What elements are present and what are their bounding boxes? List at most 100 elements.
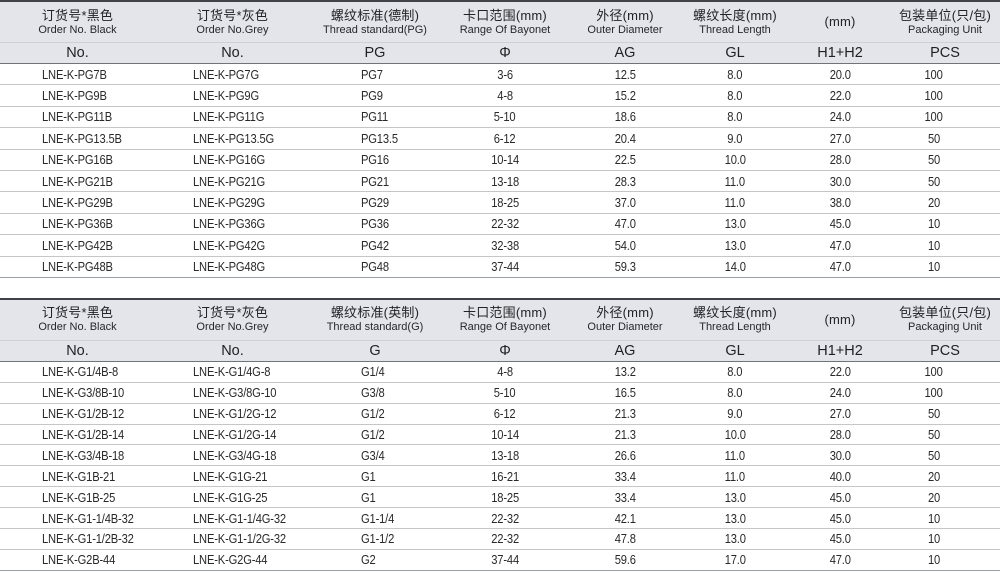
cell-value: 18-25 [491,489,519,505]
cell-value: 22-32 [491,510,519,526]
header-label-row: 订货号*黑色 Order No. Black 订货号*灰色 Order No.Grey… [0,0,1000,43]
cell: 10-14 [440,149,570,171]
cell: 10 [890,549,1000,571]
header-label-en: Order No.Grey [196,321,269,334]
cell-value: 13.0 [724,216,746,232]
cell-value: 33.4 [614,489,636,505]
cell: 5-10 [440,382,570,404]
column-header-1: 订货号*黑色 Order No. Black [0,297,155,341]
cell: LNE-K-G1/2G-12 [155,403,310,425]
cell: 11.0 [680,444,790,467]
cell: 50 [890,127,1000,150]
cell-value: LNE-K-PG9G [193,88,260,104]
cell-value: 10 [927,552,941,568]
cell-value: 45.0 [829,531,851,547]
table-row: LNE-K-PG42B LNE-K-PG42G PG42 32-38 54.0 13.0 4… [0,234,1000,257]
table-row: LNE-K-G1/4B-8 LNE-K-G1/4G-8 G1/4 4-8 13.2 8.0… [0,361,1000,383]
cell: 100 [890,106,1000,129]
cell: 37.0 [570,191,680,214]
header-label-zh: (mm) [824,311,856,327]
table-row: LNE-K-G1-1/4B-32 LNE-K-G1-1/4G-32 G1-1/4 22… [0,507,1000,530]
cell: 45.0 [790,528,890,550]
cell: LNE-K-G1G-25 [155,486,310,509]
table-row: LNE-K-G1/2B-14 LNE-K-G1/2G-14 G1/2 10-14 21.… [0,424,1000,446]
cell: 50 [890,403,1000,425]
column-header-6: 螺纹长度(mm) Thread Length [680,0,790,43]
cell-value: 5-10 [494,385,516,401]
cell-value: LNE-K-G3/8B-10 [42,385,125,401]
cell-value: 27.0 [829,406,851,422]
cell-value: 9.0 [727,130,743,146]
cell: 22.0 [790,361,890,383]
cell: 28.3 [570,170,680,193]
cell: 13.0 [680,213,790,236]
cell-value: 47.8 [614,531,636,547]
cell-value: PG36 [361,216,389,232]
column-symbol-5: AG [570,339,680,362]
cell: G1/2 [310,424,440,446]
cell: G1-1/4 [310,507,440,530]
g-table-header: 订货号*黑色 Order No. Black 订货号*灰色 Order No.Grey… [0,297,1000,362]
cell: LNE-K-G1/2B-12 [0,403,155,425]
column-header-6: 螺纹长度(mm) Thread Length [680,297,790,341]
cell: LNE-K-G1-1/2B-32 [0,528,155,550]
cell: PG21 [310,170,440,193]
column-header-5: 外径(mm) Outer Diameter [570,0,680,43]
cell: 50 [890,170,1000,193]
cell: 47.8 [570,528,680,550]
cell-value: 6-12 [494,130,516,146]
cell: 10 [890,528,1000,550]
cell: LNE-K-PG48G [155,256,310,278]
column-header-2: 订货号*灰色 Order No.Grey [155,297,310,341]
cell: LNE-K-PG48B [0,256,155,278]
header-symbol-row: No. No. PG Φ AG GL H1+H2 PCS [0,42,1000,64]
table-row: LNE-K-G3/4B-18 LNE-K-G3/4G-18 G3/4 13-18 26.… [0,444,1000,467]
cell-value: 5-10 [494,109,516,125]
header-label-zh: 螺纹长度(mm) [693,7,777,23]
header-label-en: Range Of Bayonet [459,321,551,334]
cell-value: 26.6 [614,447,636,463]
cell-value: 3-6 [497,66,513,82]
cell: G1-1/2 [310,528,440,550]
cell: 14.0 [680,256,790,278]
cell: 32-38 [440,234,570,257]
column-symbol-2: No. [155,42,310,64]
header-label-en: Order No.Grey [196,23,269,36]
cell: 10 [890,213,1000,236]
cell: 38.0 [790,191,890,214]
cell: 21.3 [570,403,680,425]
cell: 18.6 [570,106,680,129]
cell-value: G1 [361,468,376,484]
cell: 21.3 [570,424,680,446]
cell-value: PG21 [361,173,389,189]
cell: PG9 [310,84,440,107]
cell: LNE-K-G3/4B-18 [0,444,155,467]
table-row: LNE-K-PG13.5B LNE-K-PG13.5G PG13.5 6-12 20.4… [0,127,1000,150]
cell: LNE-K-G3/8G-10 [155,382,310,404]
cell-value: LNE-K-G3/8G-10 [193,385,277,401]
cell-value: LNE-K-PG36G [193,216,266,232]
header-label-en: Packaging Unit [908,23,982,36]
cell: PG13.5 [310,127,440,150]
cell-value: 16.5 [614,385,636,401]
cell: 47.0 [570,213,680,236]
header-label-zh: 外径(mm) [596,7,654,23]
cell-value: 100 [924,88,944,104]
cell-value: LNE-K-PG16G [193,152,266,168]
cell-value: 100 [924,66,944,82]
header-label-zh: 包装单位(只/包) [898,305,992,321]
cell: PG7 [310,63,440,86]
cell-value: 10.0 [724,152,746,168]
table-row: LNE-K-G1-1/2B-32 LNE-K-G1-1/2G-32 G1-1/2 22… [0,528,1000,550]
cell: LNE-K-G1-1/4G-32 [155,507,310,530]
cell-value: 47.0 [829,552,851,568]
cell-value: 45.0 [829,216,851,232]
cell-value: 50 [927,152,941,168]
cell-value: G1 [361,489,376,505]
table-row: LNE-K-PG48B LNE-K-PG48G PG48 37-44 59.3 14.0 4… [0,256,1000,278]
cell-value: PG42 [361,237,389,253]
pg-table-header: 订货号*黑色 Order No. Black 订货号*灰色 Order No.Grey… [0,0,1000,64]
g-table-body: LNE-K-G1/4B-8 LNE-K-G1/4G-8 G1/4 4-8 13.2 8.0… [0,361,1000,571]
cell-value: 15.2 [614,88,636,104]
cell: LNE-K-G1G-21 [155,465,310,488]
